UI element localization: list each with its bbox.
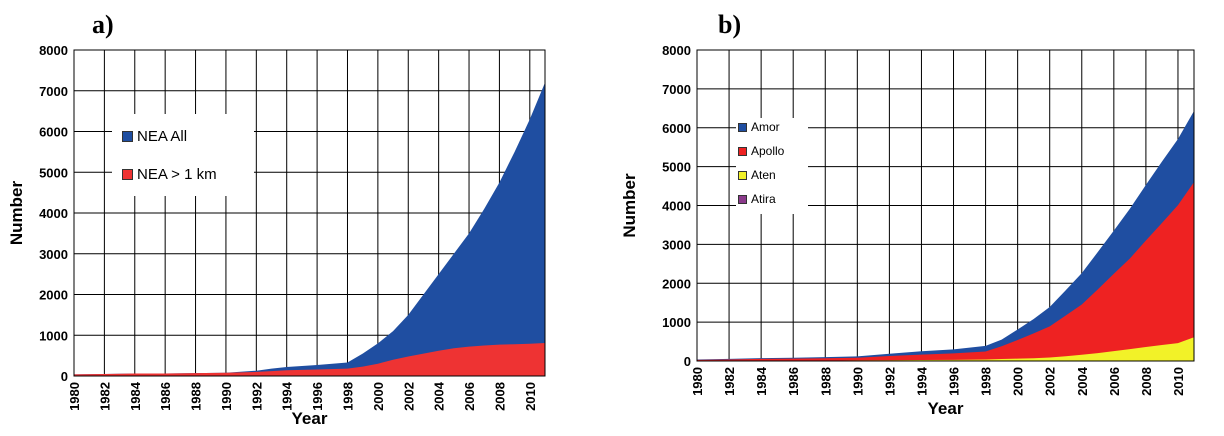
area-amor bbox=[697, 110, 1194, 362]
y-tick-label: 2000 bbox=[39, 288, 68, 303]
x-axis-title: Year bbox=[928, 399, 964, 418]
x-tick-label: 2010 bbox=[523, 382, 538, 411]
x-tick-label: 1988 bbox=[189, 382, 204, 411]
y-tick-label: 1000 bbox=[662, 315, 691, 330]
legend-a: NEA All NEA > 1 km bbox=[112, 114, 254, 196]
x-tick-label: 1994 bbox=[280, 381, 295, 411]
y-tick-label: 5000 bbox=[662, 160, 691, 175]
legend-b-item-apollo: Apollo bbox=[738, 144, 784, 158]
legend-label-apollo: Apollo bbox=[751, 144, 785, 158]
x-tick-label: 1984 bbox=[128, 381, 143, 411]
legend-b-item-atira: Atira bbox=[738, 192, 776, 206]
y-tick-label: 4000 bbox=[662, 199, 691, 214]
legend-label-nea-all: NEA All bbox=[137, 128, 188, 145]
y-tick-label: 4000 bbox=[39, 206, 68, 221]
plot-border bbox=[696, 49, 1195, 362]
area-nea-all bbox=[74, 82, 545, 376]
panel-a-label: a) bbox=[92, 10, 114, 39]
y-tick-label: 8000 bbox=[662, 43, 691, 58]
x-tick-label: 2004 bbox=[432, 381, 447, 411]
x-tick-label: 2000 bbox=[371, 382, 386, 411]
y-tick-label: 7000 bbox=[662, 82, 691, 97]
x-tick-label: 2004 bbox=[1075, 366, 1090, 396]
x-tick-label: 2006 bbox=[462, 382, 477, 411]
legend-swatch-atira bbox=[738, 194, 747, 204]
panel-b-label: b) bbox=[718, 10, 742, 39]
y-tick-label: 6000 bbox=[39, 125, 68, 140]
x-tick-label: 1986 bbox=[786, 367, 801, 396]
x-tick-label: 1998 bbox=[340, 382, 355, 411]
legend-swatch-aten bbox=[738, 170, 747, 180]
y-axis-title: Number bbox=[620, 173, 639, 238]
y-tick-label: 5000 bbox=[39, 165, 68, 180]
area-aten bbox=[697, 337, 1194, 361]
x-tick-label: 1994 bbox=[914, 366, 929, 396]
x-tick-label: 1992 bbox=[882, 367, 897, 396]
legend-swatch-amor bbox=[738, 122, 747, 132]
y-tick-label: 8000 bbox=[39, 43, 68, 58]
x-tick-label: 1990 bbox=[850, 367, 865, 396]
x-tick-label: 1980 bbox=[67, 382, 82, 411]
x-tick-label: 1988 bbox=[818, 367, 833, 396]
legend-b-item-aten: Aten bbox=[738, 168, 776, 182]
x-tick-label: 1998 bbox=[979, 367, 994, 396]
x-tick-label: 2000 bbox=[1011, 367, 1026, 396]
x-tick-label: 1982 bbox=[97, 382, 112, 411]
x-tick-label: 1992 bbox=[249, 382, 264, 411]
x-tick-label: 1980 bbox=[690, 367, 705, 396]
x-tick-label: 2002 bbox=[1043, 367, 1058, 396]
x-tick-label: 2006 bbox=[1107, 367, 1122, 396]
y-tick-label: 0 bbox=[61, 369, 68, 384]
legend-label-atira: Atira bbox=[751, 192, 776, 206]
y-tick-label: 0 bbox=[684, 354, 691, 369]
legend-label-nea-1km: NEA > 1 km bbox=[137, 166, 217, 183]
legend-b-item-amor: Amor bbox=[738, 120, 780, 134]
y-tick-label: 2000 bbox=[662, 276, 691, 291]
x-tick-label: 1996 bbox=[310, 382, 325, 411]
legend-swatch-nea-all bbox=[122, 131, 133, 142]
x-tick-label: 1996 bbox=[947, 367, 962, 396]
x-tick-label: 2010 bbox=[1171, 367, 1186, 396]
legend-swatch-apollo bbox=[738, 146, 747, 156]
x-tick-label: 1982 bbox=[722, 367, 737, 396]
legend-label-amor: Amor bbox=[751, 120, 780, 134]
x-tick-label: 1984 bbox=[754, 366, 769, 396]
y-tick-label: 6000 bbox=[662, 121, 691, 136]
x-tick-label: 2008 bbox=[1139, 367, 1154, 396]
area-nea-1-km bbox=[74, 342, 545, 376]
x-tick-label: 1986 bbox=[158, 382, 173, 411]
chart-b: 0 1000 2000 3000 4000 5000 6000 7000 8000 1980 198… bbox=[620, 43, 1195, 418]
y-tick-label: 3000 bbox=[662, 237, 691, 252]
x-tick-label: 2002 bbox=[401, 382, 416, 411]
y-axis-title: Number bbox=[7, 181, 26, 246]
y-tick-label: 7000 bbox=[39, 84, 68, 99]
x-tick-label: 2008 bbox=[492, 382, 507, 411]
legend-a-item-nea-all: NEA All bbox=[122, 128, 187, 145]
plot-border bbox=[73, 49, 546, 377]
area-apollo bbox=[697, 182, 1194, 361]
chart-a: 0 1000 2000 3000 4000 5000 6000 7000 8000 1980 198… bbox=[7, 43, 546, 428]
legend-swatch-nea-1km bbox=[122, 169, 133, 180]
x-axis-title: Year bbox=[292, 409, 328, 428]
y-tick-label: 3000 bbox=[39, 247, 68, 262]
y-tick-label: 1000 bbox=[39, 328, 68, 343]
x-tick-label: 1990 bbox=[219, 382, 234, 411]
legend-b: Amor Apollo Aten Atira bbox=[736, 118, 808, 214]
legend-label-aten: Aten bbox=[751, 168, 776, 182]
legend-a-item-nea-1km: NEA > 1 km bbox=[122, 166, 217, 183]
